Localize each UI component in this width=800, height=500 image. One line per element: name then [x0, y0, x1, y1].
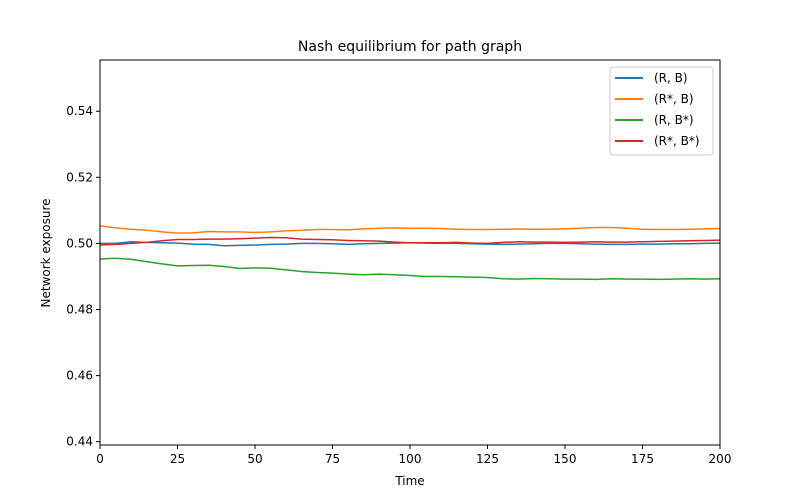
y-axis-ticks: 0.44 0.46 0.48 0.50 0.52 0.54: [66, 104, 100, 449]
legend-label: (R*, B*): [654, 134, 700, 148]
x-tick-label: 0: [96, 452, 104, 466]
y-tick-label: 0.52: [66, 170, 93, 184]
chart-title: Nash equilibrium for path graph: [298, 39, 522, 55]
x-tick-label: 25: [170, 452, 185, 466]
y-tick-label: 0.50: [66, 236, 93, 250]
y-axis-label: Network exposure: [39, 198, 53, 307]
x-axis-label: Time: [394, 474, 424, 488]
x-tick-label: 50: [247, 452, 262, 466]
series-line-4: [99, 236, 721, 246]
x-tick-label: 75: [325, 452, 340, 466]
x-tick-label: 100: [399, 452, 422, 466]
y-tick-label: 0.48: [66, 303, 93, 317]
legend-label: (R*, B): [654, 92, 694, 106]
series-line-3: [99, 257, 721, 281]
x-tick-label: 150: [554, 452, 577, 466]
x-axis-ticks: 0 25 50 75 100 125 150 175 200: [96, 445, 731, 466]
series-line-2: [99, 225, 721, 234]
plot-frame: [99, 59, 721, 446]
y-tick-label: 0.44: [66, 435, 93, 449]
y-tick-label: 0.46: [66, 369, 93, 383]
legend: (R, B) (R*, B) (R, B*) (R*, B*): [609, 66, 714, 156]
x-tick-label: 200: [709, 452, 732, 466]
x-tick-label: 125: [476, 452, 499, 466]
legend-label: (R, B): [654, 71, 688, 85]
series-layer: [99, 225, 721, 281]
x-tick-label: 175: [631, 452, 654, 466]
legend-box: [609, 66, 714, 156]
legend-label: (R, B*): [654, 113, 694, 127]
y-tick-label: 0.54: [66, 104, 93, 118]
